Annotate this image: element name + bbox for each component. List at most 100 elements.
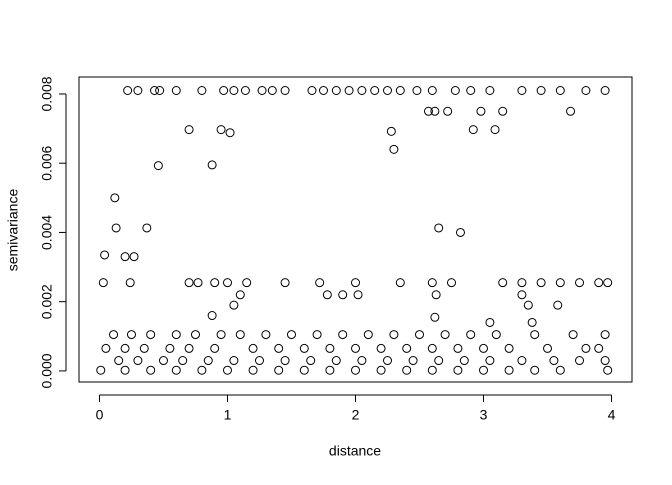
point [197,365,207,375]
point [184,125,194,135]
point [165,343,175,353]
point [536,278,546,288]
point [600,330,610,340]
point [389,330,399,340]
point [427,343,437,353]
point [280,356,290,366]
point [153,161,163,171]
point [376,343,386,353]
point [427,86,437,96]
point [450,86,460,96]
point [133,86,143,96]
point [603,365,613,375]
point [331,356,341,366]
point [575,356,585,366]
point [96,365,106,375]
point [325,343,335,353]
point [485,356,495,366]
point [254,356,264,366]
point [120,252,130,262]
y-tick-label: 0.008 [39,76,55,111]
point [517,278,527,288]
point [120,365,130,375]
point [530,330,540,340]
point [193,278,203,288]
point [386,126,396,136]
point [225,128,235,138]
point [479,365,489,375]
point [325,365,335,375]
point [207,160,217,170]
point [351,343,360,353]
point [222,278,232,288]
point [184,343,194,353]
point [139,343,149,353]
point [402,365,412,375]
point [543,343,553,353]
x-tick-label: 2 [352,407,360,423]
point [222,365,232,375]
point [523,300,533,310]
point [235,290,245,300]
point [114,356,124,366]
point [468,125,478,135]
point [376,365,386,375]
point [229,300,239,310]
point [517,86,527,96]
point [395,278,405,288]
point [101,343,111,353]
point [555,86,565,96]
point [485,86,495,96]
point [111,223,121,233]
point [184,278,194,288]
point [431,290,441,300]
point [229,86,239,96]
point [490,125,500,135]
point [229,356,239,366]
x-tick-label: 4 [608,407,616,423]
point [408,356,418,366]
point [280,86,290,96]
point [331,86,341,96]
point [210,278,220,288]
point [447,278,457,288]
point [109,330,119,340]
point [248,343,258,353]
point [338,330,348,340]
point [555,278,565,288]
point [125,278,135,288]
point [453,365,463,375]
point [600,356,610,366]
point [248,365,258,375]
point [242,278,252,288]
point [383,86,393,96]
point [600,86,610,96]
point [150,86,160,96]
y-tick-label: 0.000 [39,353,55,388]
point [363,330,373,340]
point [453,343,463,353]
point [581,343,591,353]
point [504,365,514,375]
point [216,125,226,135]
point [307,86,317,96]
point [219,86,229,96]
point [171,86,181,96]
point [555,365,565,375]
point [594,278,604,288]
point [575,278,585,288]
point [498,106,508,116]
point [466,330,476,340]
point [299,343,309,353]
point [395,86,405,96]
point [110,193,120,203]
point [207,311,217,321]
point [133,356,143,366]
y-tick-label: 0.002 [39,284,55,319]
point [527,317,537,327]
point [210,343,220,353]
point [517,290,527,300]
point [197,86,207,96]
point [178,356,188,366]
